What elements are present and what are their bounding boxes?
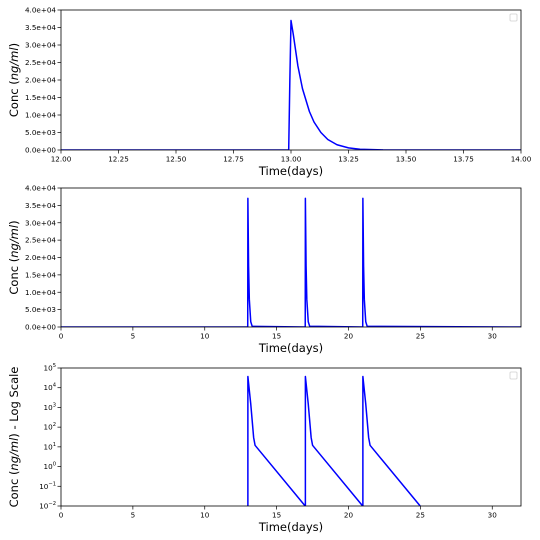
y-tick-label-exponent: 0 xyxy=(53,462,56,468)
y-tick-label: 3.5e+04 xyxy=(25,201,56,210)
y-tick-label: 4.0e+04 xyxy=(25,6,56,15)
x-tick-label: 5 xyxy=(131,332,136,341)
x-tick-label: 5 xyxy=(131,511,136,520)
y-tick-label: 0.0e+00 xyxy=(25,146,56,155)
y-tick-label: 2.5e+04 xyxy=(25,236,56,245)
y-axis-label-unit: ng/ml xyxy=(7,224,21,258)
y-tick-label-exponent: 1 xyxy=(53,442,56,448)
x-tick-label: 13.75 xyxy=(453,155,474,164)
y-axis-label: Conc (ng/ml) xyxy=(7,220,21,294)
y-tick-label: 102 xyxy=(44,422,56,432)
x-tick-label: 25 xyxy=(416,511,425,520)
y-axis-label-text: Conc ( xyxy=(7,471,21,508)
y-tick-label: 2.0e+04 xyxy=(25,76,56,85)
x-tick-label: 30 xyxy=(488,511,498,520)
y-tick-label: 100 xyxy=(44,462,56,472)
x-tick-label: 0 xyxy=(59,511,64,520)
series-line xyxy=(247,375,421,506)
x-tick-label: 15 xyxy=(272,332,281,341)
x-tick-label: 13.00 xyxy=(281,155,302,164)
x-tick-label: 30 xyxy=(488,332,498,341)
y-tick-label: 105 xyxy=(44,363,56,373)
y-tick-label-base: 10 xyxy=(39,482,49,491)
y-tick-label-exponent: 5 xyxy=(53,363,56,369)
y-tick-label-base: 10 xyxy=(44,364,54,373)
y-tick-label-base: 10 xyxy=(44,462,54,471)
y-tick-label-exponent: −1 xyxy=(48,481,56,487)
y-tick-label: 5.0e+03 xyxy=(25,128,56,137)
y-tick-label: 1.5e+04 xyxy=(25,93,56,102)
x-tick-label: 20 xyxy=(344,332,354,341)
y-tick-label: 104 xyxy=(44,383,57,393)
y-axis-label-suffix: ) xyxy=(7,220,21,225)
y-axis-label-text: Conc ( xyxy=(7,258,21,295)
y-tick-label: 1.5e+04 xyxy=(25,270,56,279)
y-tick-label-base: 10 xyxy=(44,403,54,412)
series-line xyxy=(61,197,521,327)
y-tick-label: 10−1 xyxy=(39,481,56,491)
plot-frame xyxy=(60,367,522,507)
x-tick-label: 25 xyxy=(416,332,425,341)
x-tick-label: 12.25 xyxy=(108,155,129,164)
x-tick-label: 0 xyxy=(59,332,64,341)
y-tick-label: 5.0e+03 xyxy=(25,305,56,314)
y-tick-label-base: 10 xyxy=(44,442,54,451)
concentration-log-chart: 0 5 10 15 20 25 3010−210−1100101102103104105Ti… xyxy=(7,363,522,534)
x-tick-label: 12.50 xyxy=(166,155,187,164)
y-tick-label-exponent: −2 xyxy=(48,501,56,507)
y-tick-label: 2.5e+04 xyxy=(25,58,56,67)
y-tick-label: 3.0e+04 xyxy=(25,41,56,50)
series-line xyxy=(61,19,521,150)
x-tick-label: 20 xyxy=(344,511,354,520)
y-tick-label-exponent: 3 xyxy=(53,402,56,408)
x-tick-label: 13.50 xyxy=(396,155,417,164)
y-tick-label: 3.5e+04 xyxy=(25,23,56,32)
y-tick-label: 2.0e+04 xyxy=(25,253,56,262)
x-tick-label: 10 xyxy=(200,511,210,520)
x-tick-label: 14.00 xyxy=(511,155,532,164)
x-tick-label: 12.00 xyxy=(51,155,72,164)
x-tick-label: 12.75 xyxy=(223,155,244,164)
y-tick-label-base: 10 xyxy=(44,423,54,432)
legend-box xyxy=(509,371,518,380)
y-axis-label-text: Conc ( xyxy=(7,80,21,117)
y-tick-label: 1.0e+04 xyxy=(25,111,56,120)
y-tick-label-base: 10 xyxy=(44,383,54,392)
legend-box xyxy=(509,13,518,22)
x-axis-label: Time(days) xyxy=(258,520,323,534)
x-axis-label: Time(days) xyxy=(258,164,323,178)
y-axis-label: Conc (ng/ml) - Log Scale xyxy=(7,367,21,508)
y-axis-label-suffix: ) - Log Scale xyxy=(7,367,21,438)
y-axis-label-suffix: ) xyxy=(7,43,21,48)
x-tick-label: 10 xyxy=(200,332,210,341)
y-tick-label: 10−2 xyxy=(39,501,56,511)
y-axis-label-unit: ng/ml xyxy=(7,437,21,471)
y-tick-label: 3.0e+04 xyxy=(25,218,56,227)
y-tick-label: 0.0e+00 xyxy=(25,323,56,332)
y-tick-label: 101 xyxy=(44,442,56,452)
y-tick-label: 4.0e+04 xyxy=(25,184,56,193)
y-tick-label-exponent: 4 xyxy=(53,383,57,389)
x-axis-label: Time(days) xyxy=(258,341,323,355)
plot-frame xyxy=(60,187,522,328)
concentration-linear-chart: 0 5 10 15 20 25 30 0.0e+00 5.0e+03 1.0e+04 1.5e+04… xyxy=(7,184,522,355)
x-tick-label: 15 xyxy=(272,511,281,520)
y-tick-label: 103 xyxy=(44,402,56,412)
y-axis-label-unit: ng/ml xyxy=(7,47,21,81)
x-tick-label: 13.25 xyxy=(338,155,359,164)
y-tick-label-exponent: 2 xyxy=(53,422,56,428)
concentration-zoom-chart: 12.00 12.25 12.50 12.75 13.00 13.25 13.50 13.75… xyxy=(7,6,532,179)
y-axis-label: Conc (ng/ml) xyxy=(7,43,21,117)
y-tick-label: 1.0e+04 xyxy=(25,288,56,297)
y-tick-label-base: 10 xyxy=(39,502,49,511)
